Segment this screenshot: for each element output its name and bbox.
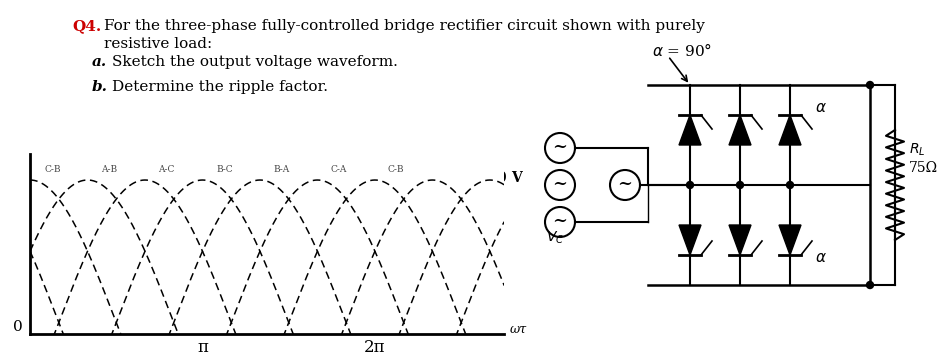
Text: resistive load:: resistive load: bbox=[104, 37, 212, 51]
Text: $R_L$: $R_L$ bbox=[909, 142, 926, 158]
Circle shape bbox=[867, 281, 873, 289]
Text: B-A: B-A bbox=[273, 165, 290, 174]
Text: ~: ~ bbox=[552, 175, 567, 193]
Text: 75Ω: 75Ω bbox=[909, 161, 938, 175]
Circle shape bbox=[867, 81, 873, 89]
Circle shape bbox=[787, 182, 793, 188]
Polygon shape bbox=[729, 225, 751, 255]
Text: A-C: A-C bbox=[158, 165, 175, 174]
Text: ωτ: ωτ bbox=[510, 323, 527, 336]
Text: ~: ~ bbox=[618, 175, 633, 193]
Circle shape bbox=[686, 182, 694, 188]
Text: Q4.: Q4. bbox=[72, 19, 101, 33]
Text: ~: ~ bbox=[552, 138, 567, 156]
Text: For the three-phase fully-controlled bridge rectifier circuit shown with purely: For the three-phase fully-controlled bri… bbox=[104, 19, 705, 33]
Text: $\alpha$ = 90$\degree$: $\alpha$ = 90$\degree$ bbox=[652, 42, 712, 59]
Text: C-B: C-B bbox=[388, 165, 404, 174]
Text: 0: 0 bbox=[13, 320, 23, 334]
Polygon shape bbox=[779, 115, 801, 145]
Polygon shape bbox=[679, 115, 701, 145]
Text: $\alpha$: $\alpha$ bbox=[815, 251, 827, 265]
Text: A-B: A-B bbox=[101, 165, 117, 174]
Text: $V_C$: $V_C$ bbox=[546, 230, 564, 246]
Text: a.: a. bbox=[92, 55, 107, 69]
Text: B-C: B-C bbox=[217, 165, 233, 174]
Text: C-B: C-B bbox=[44, 165, 61, 174]
Polygon shape bbox=[679, 225, 701, 255]
Polygon shape bbox=[779, 225, 801, 255]
Text: $\mathbf{V_A}$= 240 V: $\mathbf{V_A}$= 240 V bbox=[442, 169, 524, 187]
Text: Determine the ripple factor.: Determine the ripple factor. bbox=[112, 80, 328, 94]
Text: $\alpha$: $\alpha$ bbox=[815, 101, 827, 115]
Text: b.: b. bbox=[92, 80, 108, 94]
Text: ~: ~ bbox=[552, 212, 567, 230]
Circle shape bbox=[736, 182, 744, 188]
Polygon shape bbox=[729, 115, 751, 145]
Text: Sketch the output voltage waveform.: Sketch the output voltage waveform. bbox=[112, 55, 398, 69]
Text: C-A: C-A bbox=[331, 165, 346, 174]
